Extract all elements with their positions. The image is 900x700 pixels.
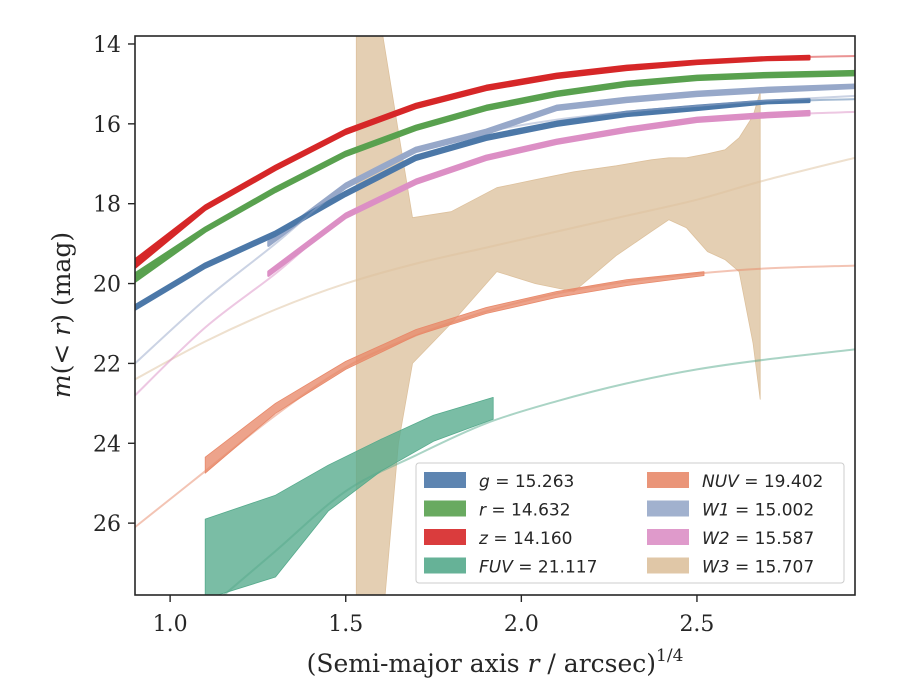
- y-axis-label: m(< r) (mag): [47, 232, 76, 398]
- y-tick-label: 14: [93, 33, 121, 58]
- fit-line-z: [135, 55, 855, 265]
- fit-line-g: [135, 98, 855, 309]
- legend-label-r: r = 14.632: [479, 501, 571, 521]
- band-w1: [267, 83, 855, 247]
- fit-line-nuv: [135, 264, 855, 528]
- legend-swatch-w2: [647, 529, 689, 545]
- x-tick-label: 1.0: [153, 612, 188, 637]
- fit-line-fuv: [222, 348, 855, 595]
- band-w2: [267, 109, 811, 277]
- y-tick-label: 16: [93, 113, 121, 138]
- plot-frame: [134, 35, 856, 596]
- legend-label-fuv: FUV = 21.117: [479, 558, 597, 578]
- x-axis-label: (Semi-major axis r / arcsec)1/4: [307, 646, 684, 678]
- legend-box: [415, 462, 845, 584]
- y-tick-label: 22: [93, 352, 121, 377]
- y-axis-ticks: 14 16 18 20 22 24 26: [93, 33, 135, 537]
- y-tick-label: 18: [93, 193, 121, 218]
- legend-swatch-z: [424, 529, 466, 545]
- legend-label-w2: W2 = 15.587: [702, 529, 814, 549]
- fit-line-w2: [135, 110, 855, 397]
- legend-swatch-w1: [647, 500, 689, 517]
- band-r: [135, 69, 855, 283]
- fit-line-r: [135, 71, 855, 279]
- legend-swatch-r: [424, 500, 466, 517]
- fit-line-w3: [135, 156, 855, 381]
- x-tick-label: 2.5: [679, 612, 714, 637]
- x-axis-ticks: 1.0 1.5 2.0 2.5: [153, 595, 714, 637]
- legend-label-w1: W1 = 15.002: [702, 501, 814, 521]
- model-fit-lines: [135, 55, 855, 595]
- y-tick-label: 20: [93, 273, 121, 298]
- legend-label-z: z = 14.160: [478, 529, 572, 549]
- band-fuv: [204, 397, 494, 595]
- fit-line-w1: [135, 94, 855, 365]
- legend-label-w3: W3 = 15.707: [702, 558, 814, 578]
- x-tick-label: 1.5: [328, 612, 363, 637]
- band-nuv: [204, 271, 705, 474]
- y-tick-label: 24: [93, 432, 121, 457]
- band-w3: [355, 36, 761, 595]
- y-tick-label: 26: [93, 512, 121, 537]
- legend-swatch-w3: [647, 557, 689, 574]
- legend-swatch-nuv: [647, 472, 689, 488]
- legend: g = 15.263 NUV = 19.402 r = 14.632 W1 = 15.…: [415, 462, 845, 584]
- legend-label-g: g = 15.263: [479, 472, 574, 492]
- x-tick-label: 2.0: [504, 612, 539, 637]
- legend-swatch-fuv: [424, 557, 466, 574]
- legend-swatch-g: [424, 472, 466, 488]
- legend-label-nuv: NUV = 19.402: [702, 472, 823, 492]
